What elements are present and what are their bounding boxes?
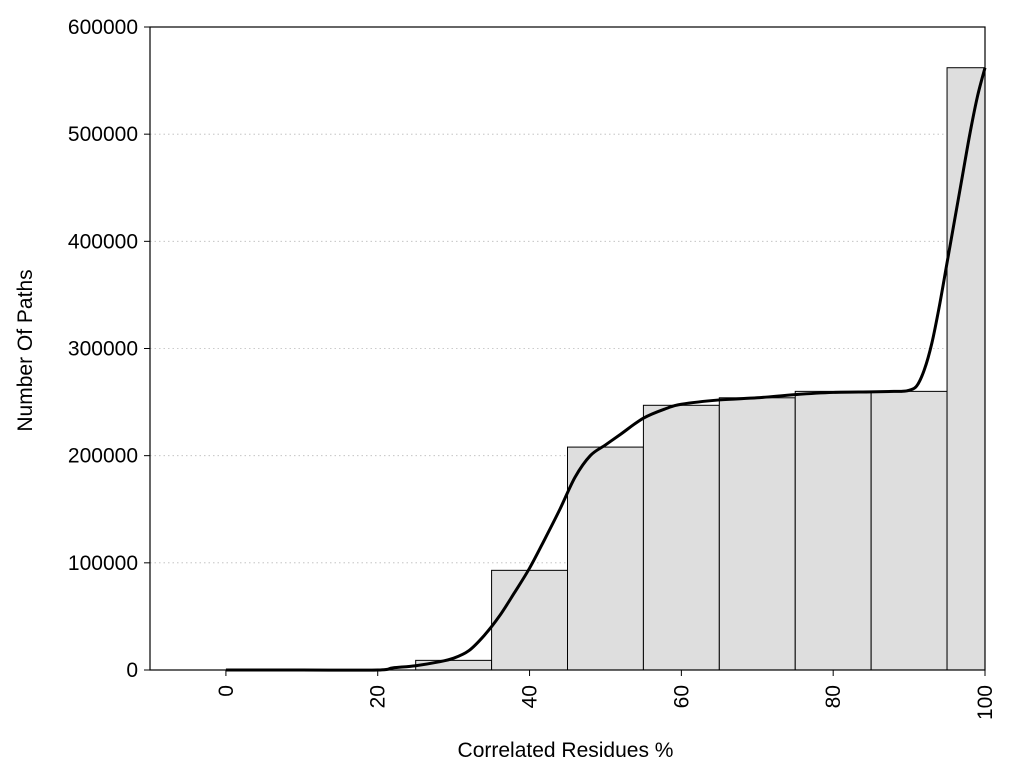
histogram-bar xyxy=(491,569,568,671)
x-tick-label: 60 xyxy=(670,685,693,708)
x-tick-label: 40 xyxy=(519,685,542,708)
y-axis-title: Number Of Paths xyxy=(14,269,37,431)
fit-curve-line xyxy=(225,67,987,672)
y-tick-label: 200000 xyxy=(68,445,138,468)
histogram-bar xyxy=(642,404,720,671)
y-tick-label: 600000 xyxy=(68,16,138,39)
x-tick-label: 20 xyxy=(367,685,390,708)
histogram-bar xyxy=(567,446,644,671)
x-tick-label: 0 xyxy=(215,685,238,697)
x-tick-label: 100 xyxy=(974,685,997,720)
histogram-bar xyxy=(794,390,872,671)
fit-curve xyxy=(225,67,987,672)
y-axis-ticks: 0 100000 200000 300000 400000 500000 600000 xyxy=(68,16,150,682)
x-axis-title: Correlated Residues % xyxy=(458,739,674,762)
x-axis-ticks: 0 20 40 60 80 100 xyxy=(215,670,997,720)
y-tick-label: 0 xyxy=(126,659,138,682)
histogram-bar xyxy=(718,397,796,671)
y-tick-label: 400000 xyxy=(68,230,138,253)
y-tick-label: 300000 xyxy=(68,338,138,361)
bars xyxy=(415,67,986,671)
histogram-bar xyxy=(870,390,948,671)
x-tick-label: 80 xyxy=(822,685,845,708)
y-tick-label: 500000 xyxy=(68,123,138,146)
y-tick-label: 100000 xyxy=(68,552,138,575)
